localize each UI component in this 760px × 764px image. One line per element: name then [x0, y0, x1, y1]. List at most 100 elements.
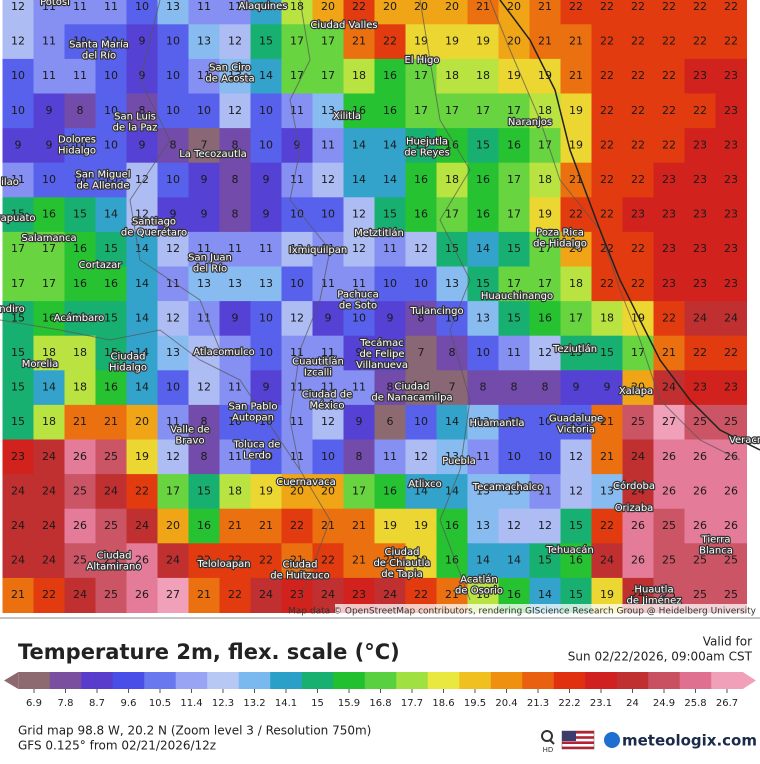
temp-value: 14	[135, 346, 149, 359]
temp-value: 10	[259, 138, 273, 151]
temp-cell	[219, 231, 251, 267]
temp-value: 23	[11, 450, 25, 463]
temp-value: 13	[321, 104, 335, 117]
temp-value: 22	[693, 104, 707, 117]
temp-cell	[250, 543, 282, 579]
temp-value: 9	[356, 415, 363, 428]
temp-value: 11	[197, 242, 211, 255]
city-label: Santa María	[69, 39, 129, 51]
temp-cell	[33, 128, 65, 164]
temp-cell	[436, 231, 468, 267]
temp-value: 17	[507, 104, 521, 117]
city-label: Alaquines	[239, 1, 288, 12]
temp-cell	[405, 128, 437, 164]
us-flag[interactable]	[561, 730, 595, 750]
temp-cell	[436, 24, 468, 60]
temp-value: 9	[294, 138, 301, 151]
colorbar-tick-label: 6.9	[26, 698, 42, 709]
temp-value: 22	[600, 138, 614, 151]
temp-value: 15	[11, 311, 25, 324]
temp-cell	[715, 370, 747, 406]
temp-value: 19	[414, 35, 428, 48]
temp-value: 10	[197, 104, 211, 117]
temp-cell	[405, 508, 437, 544]
temp-cell	[126, 93, 158, 129]
temp-cell	[312, 162, 344, 198]
temp-cell	[281, 508, 313, 544]
temp-cell	[219, 266, 251, 302]
city-label: Tulancingo	[409, 306, 463, 317]
temp-cell	[653, 335, 685, 371]
colorbar-swatch	[333, 672, 366, 689]
attribution-bg	[335, 604, 760, 618]
temp-cell	[684, 93, 716, 129]
temp-cell	[2, 543, 34, 579]
temp-value: 10	[414, 277, 428, 290]
temp-value: 11	[42, 35, 56, 48]
temp-cell	[219, 197, 251, 233]
temp-value: 12	[414, 242, 428, 255]
temp-value: 13	[600, 484, 614, 497]
temp-cell	[405, 197, 437, 233]
temp-value: 24	[104, 484, 118, 497]
temp-value: 16	[445, 138, 459, 151]
temp-cell	[126, 508, 158, 544]
temp-value: 8	[356, 450, 363, 463]
temp-cell	[529, 508, 561, 544]
temp-cell	[2, 266, 34, 302]
temp-cell	[188, 128, 220, 164]
temp-cell	[33, 24, 65, 60]
city-label: Acámbaro	[54, 312, 105, 324]
temp-value: 10	[104, 138, 118, 151]
temp-cell	[188, 335, 220, 371]
temp-cell	[157, 266, 189, 302]
temp-cell	[95, 301, 127, 337]
temp-cell	[281, 404, 313, 440]
temp-value: 11	[290, 415, 304, 428]
temp-cell	[529, 474, 561, 510]
temp-cell	[188, 231, 220, 267]
temp-value: 22	[569, 0, 583, 13]
temp-cell	[33, 335, 65, 371]
temp-cell	[33, 577, 65, 613]
colorbar-tick-label: 20.4	[495, 698, 517, 709]
city-label: de Hidalgo	[533, 239, 587, 250]
temp-value: 22	[631, 277, 645, 290]
temp-value: 11	[290, 173, 304, 186]
temp-value: 17	[166, 484, 180, 497]
temp-value: 22	[662, 35, 676, 48]
temp-value: 17	[507, 173, 521, 186]
city-label: Guadalupe	[549, 414, 603, 425]
temp-value: 9	[263, 173, 270, 186]
colorbar-swatch	[490, 672, 523, 689]
temp-cell	[281, 93, 313, 129]
temp-value: 9	[387, 346, 394, 359]
colorbar-tick-label: 10.5	[149, 698, 171, 709]
temp-value: 12	[11, 0, 25, 13]
temp-value: 9	[232, 311, 239, 324]
temp-value: 22	[228, 588, 242, 601]
temp-value: 8	[201, 450, 208, 463]
temp-cell	[2, 508, 34, 544]
temp-value: 18	[476, 588, 490, 601]
temp-value: 12	[166, 311, 180, 324]
temp-cell	[405, 231, 437, 267]
temp-cell	[498, 93, 530, 129]
temp-cell	[560, 58, 592, 94]
temp-cell	[684, 0, 716, 25]
temp-cell	[715, 93, 747, 129]
brand[interactable]: meteologix.com	[622, 732, 757, 750]
temp-value: 22	[228, 554, 242, 567]
zoom-icon[interactable]	[541, 730, 555, 745]
temp-value: 10	[259, 311, 273, 324]
title: Temperature 2m, flex. scale (°C)	[18, 640, 400, 664]
temp-cell	[715, 197, 747, 233]
city-label: de Nanacamilpa	[371, 393, 452, 404]
temp-value: 12	[166, 450, 180, 463]
temp-value: 13	[166, 0, 180, 13]
temp-cell	[126, 197, 158, 233]
temp-value: 20	[507, 0, 521, 13]
temp-cell	[498, 335, 530, 371]
temp-cell	[188, 508, 220, 544]
temp-value: 11	[228, 242, 242, 255]
